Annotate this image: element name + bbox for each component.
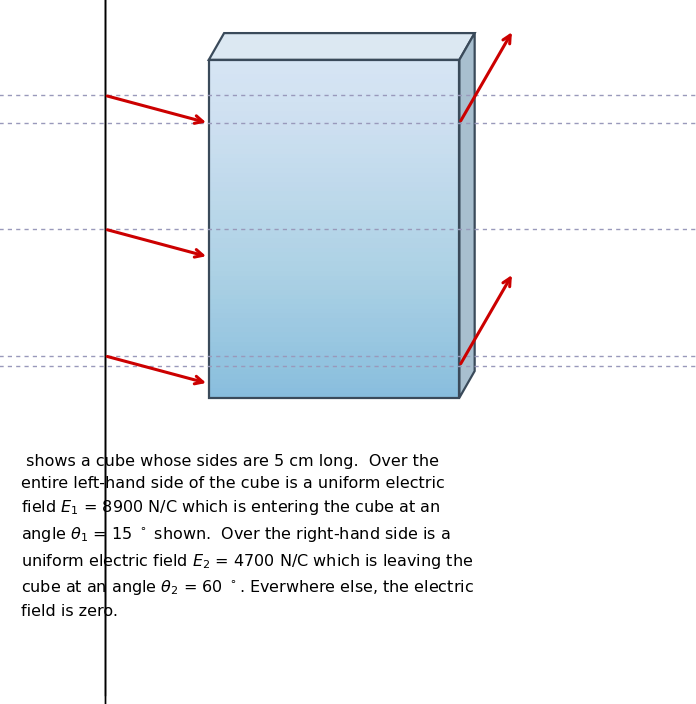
Polygon shape bbox=[209, 33, 475, 60]
Polygon shape bbox=[459, 33, 475, 398]
Text: shows a cube whose sides are 5 cm long.  Over the
entire left-hand side of the c: shows a cube whose sides are 5 cm long. … bbox=[21, 454, 474, 619]
